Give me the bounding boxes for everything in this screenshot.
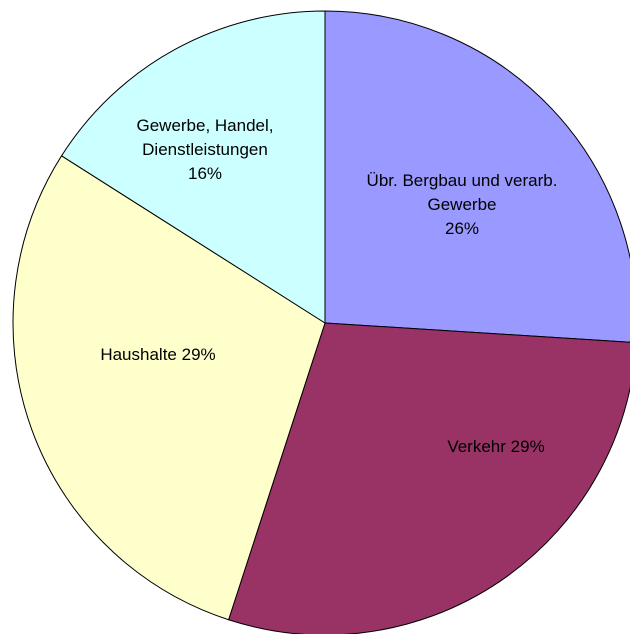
slice-label: Verkehr 29% xyxy=(396,435,596,459)
pie-slice xyxy=(324,10,630,343)
slice-label: Haushalte 29% xyxy=(58,343,258,367)
value-label: 29% xyxy=(510,437,545,456)
slice-label: Übr. Bergbau und verarb. Gewerbe 26% xyxy=(357,169,567,241)
slice-label: Gewerbe, Handel, Dienstleistungen 16% xyxy=(115,114,295,186)
category-label: Haushalte xyxy=(100,345,177,364)
category-label: Gewerbe, Handel, Dienstleistungen xyxy=(136,116,274,159)
value-label: 26% xyxy=(444,219,480,238)
pie-slice xyxy=(60,10,326,324)
category-label: Verkehr xyxy=(447,437,506,456)
pie-slice xyxy=(12,155,326,621)
category-label: Übr. Bergbau und verarb. Gewerbe xyxy=(366,171,558,214)
value-label: 16% xyxy=(187,164,223,183)
value-label: 29% xyxy=(181,345,216,364)
pie-slice xyxy=(227,322,630,634)
